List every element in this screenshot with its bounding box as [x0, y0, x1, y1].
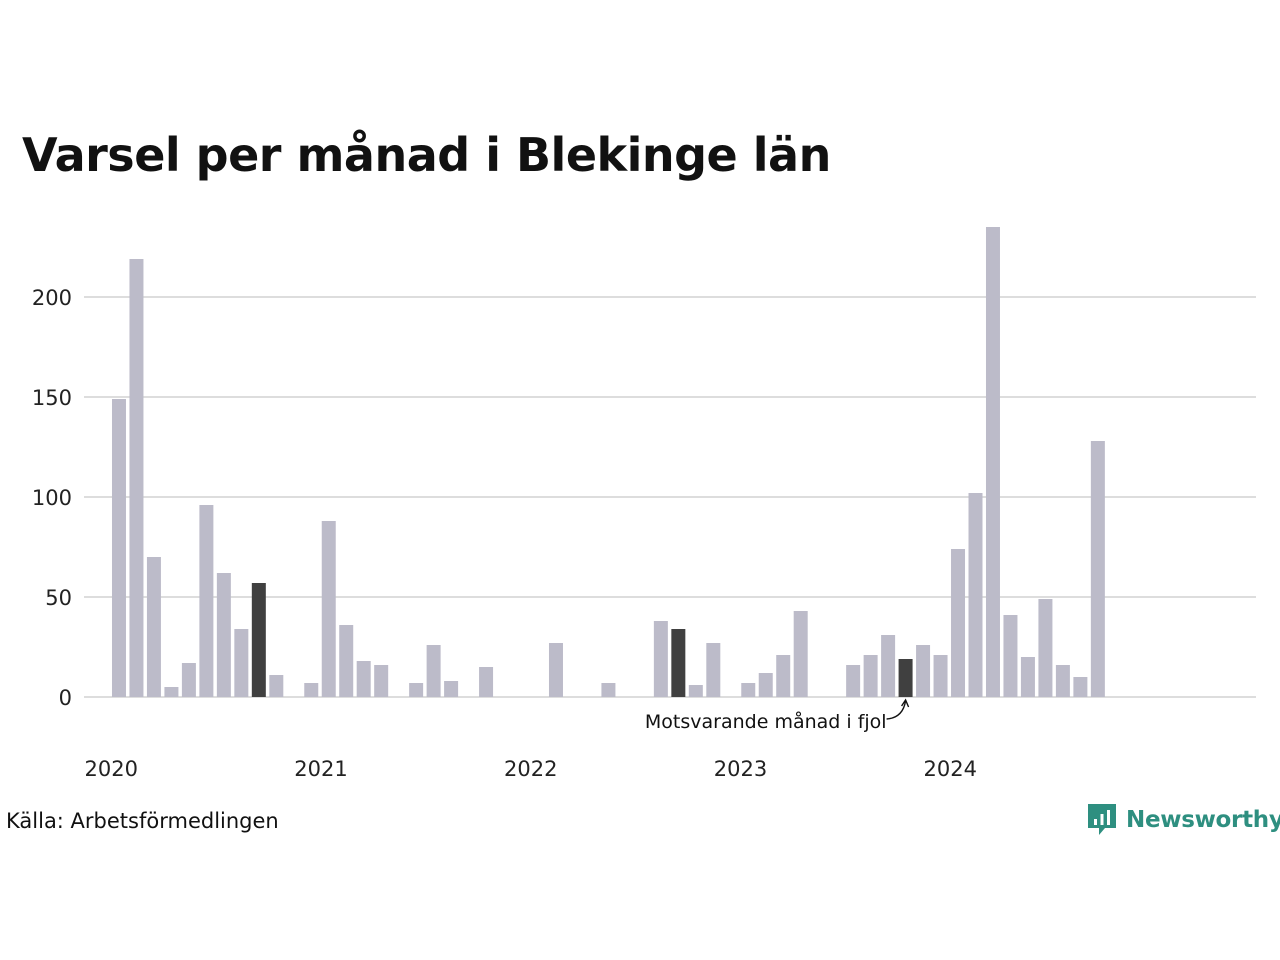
bar [968, 493, 983, 697]
newsworthy-logo: Newsworthy [1086, 802, 1280, 838]
annotations: November128Motsvarande månad i fjol [0, 0, 910, 733]
bar [164, 687, 179, 697]
bars [111, 227, 1105, 697]
bar [1003, 615, 1018, 697]
bar [146, 557, 161, 697]
bar [601, 683, 616, 697]
bar [671, 629, 686, 697]
bar [374, 665, 389, 697]
bar [304, 683, 319, 697]
bar [898, 659, 913, 697]
bar [1090, 441, 1105, 697]
current-month-value: 128 [0, 0, 43, 1]
bar [916, 645, 931, 697]
bar [251, 583, 266, 697]
bar [216, 573, 231, 697]
bar [111, 399, 126, 697]
bar [846, 665, 861, 697]
bar [199, 505, 214, 697]
y-tick-label: 150 [32, 386, 72, 410]
bar [1055, 665, 1070, 697]
newsworthy-logo-icon [1088, 804, 1116, 835]
bar [741, 683, 756, 697]
bar [776, 655, 791, 697]
x-tick-label: 2024 [924, 757, 977, 781]
y-tick-label: 0 [59, 686, 72, 710]
bar [409, 683, 424, 697]
bar [706, 643, 721, 697]
bar [269, 675, 284, 697]
bar [356, 661, 371, 697]
bar [881, 635, 896, 697]
annotation-text: Motsvarande månad i fjol [645, 710, 887, 733]
bar [181, 663, 196, 697]
bar [479, 667, 494, 697]
bar [234, 629, 249, 697]
bar [951, 549, 966, 697]
x-tick-label: 2021 [294, 757, 347, 781]
source-note: Källa: Arbetsförmedlingen [6, 809, 279, 833]
bar [1020, 657, 1035, 697]
brand-name: Newsworthy [1126, 807, 1280, 833]
x-tick-label: 2022 [504, 757, 557, 781]
bar [653, 621, 668, 697]
bar [985, 227, 1000, 697]
bar [1073, 677, 1088, 697]
y-tick-label: 200 [32, 286, 72, 310]
bar [426, 645, 441, 697]
bar [321, 521, 336, 697]
bar [339, 625, 354, 697]
y-tick-label: 100 [32, 486, 72, 510]
bar [933, 655, 948, 697]
y-tick-label: 50 [45, 586, 72, 610]
bar [444, 681, 459, 697]
bar [129, 259, 144, 697]
x-axis-labels: 2020 2021 2022 2023 2024 [85, 757, 977, 781]
chart-title: Varsel per månad i Blekinge län [22, 128, 831, 182]
annotation-arrowhead [900, 698, 910, 708]
x-tick-label: 2020 [85, 757, 138, 781]
bar [1038, 599, 1053, 697]
y-axis-labels: 0 50 100 150 200 [32, 286, 72, 710]
bar [793, 611, 808, 697]
bar [758, 673, 773, 697]
bar [548, 643, 563, 697]
annotation-arrow [886, 700, 907, 720]
x-tick-label: 2023 [714, 757, 767, 781]
bar [863, 655, 878, 697]
bar [688, 685, 703, 697]
